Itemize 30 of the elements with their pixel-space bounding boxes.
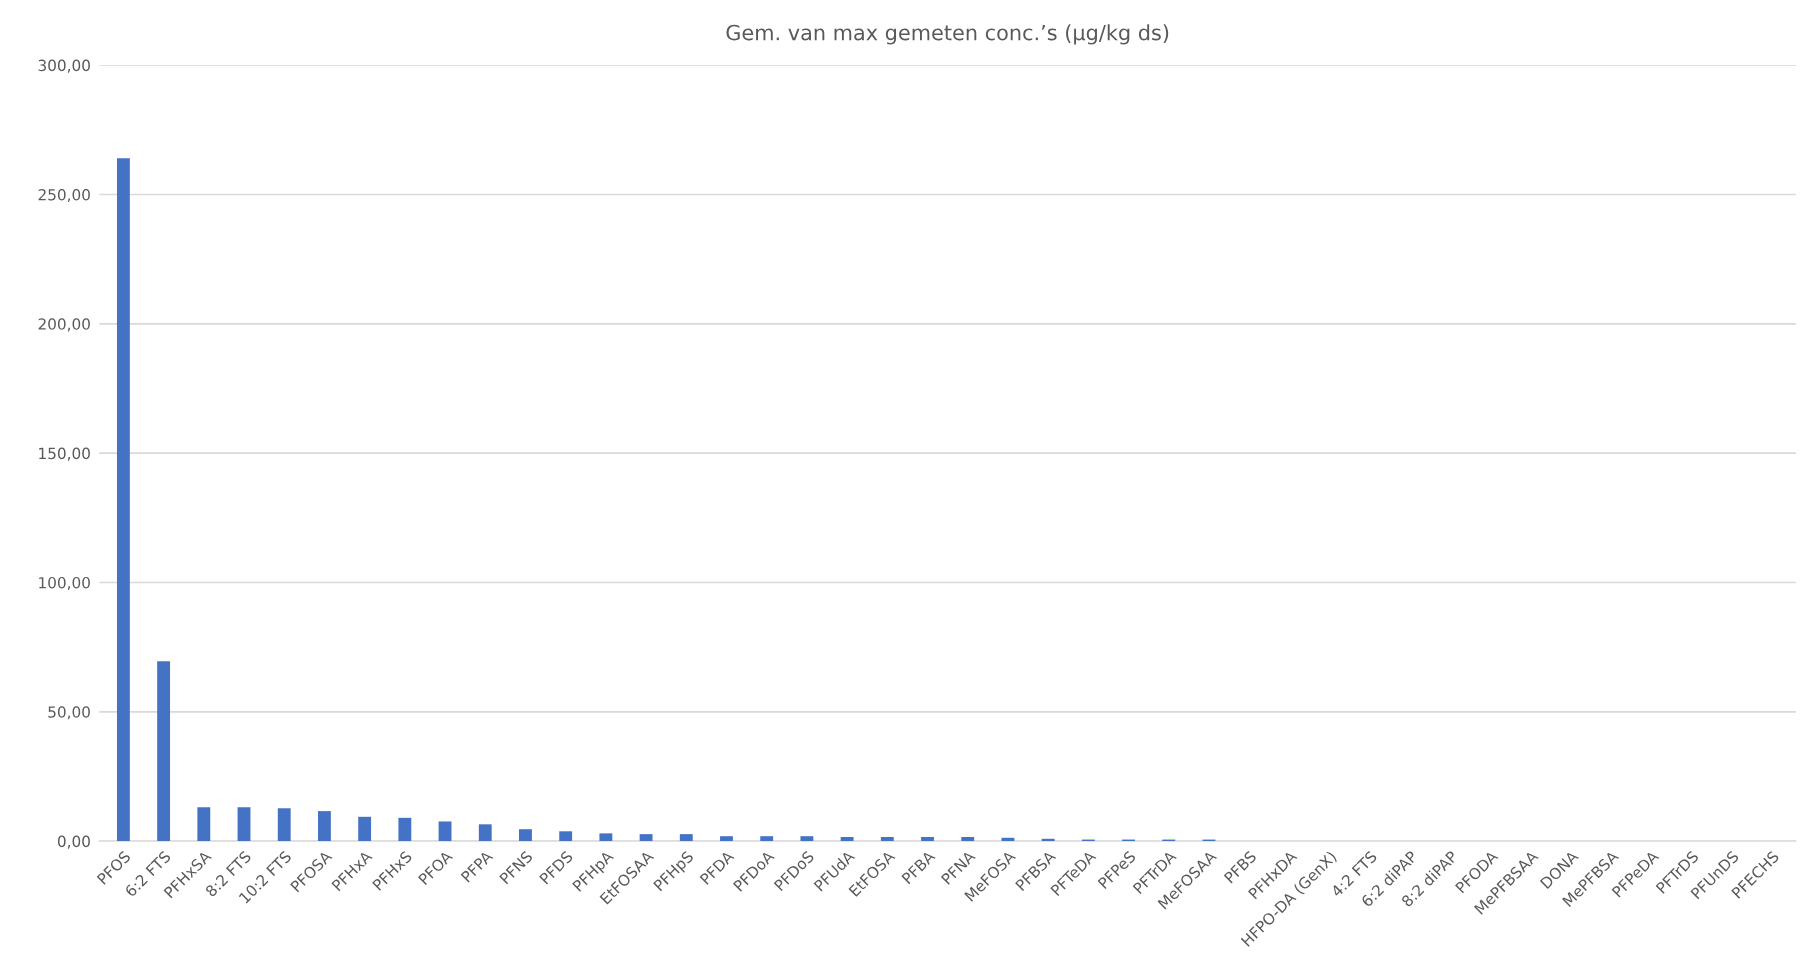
bar [438, 821, 452, 842]
bar [116, 158, 130, 842]
bar [559, 831, 573, 842]
bar [157, 661, 171, 842]
bar [760, 836, 774, 842]
bar [318, 811, 331, 842]
bar [840, 836, 854, 842]
bar [961, 836, 975, 842]
y-tick-label: 300,00 [38, 59, 90, 73]
bar [478, 824, 492, 842]
bar [639, 834, 653, 842]
bar [599, 833, 613, 842]
bar [197, 807, 211, 842]
y-tick-label: 0,00 [57, 835, 90, 849]
bar [720, 836, 733, 842]
bar [277, 808, 291, 842]
y-tick-label: 250,00 [38, 188, 90, 203]
bar [358, 816, 372, 842]
bar [679, 834, 693, 842]
y-tick-label: 150,00 [39, 447, 90, 461]
bar [398, 817, 412, 842]
bar [237, 807, 251, 842]
chart-title: Gem. van max gemeten conc.’s (µg/kg ds) [726, 24, 1169, 45]
y-tick-label: 50,00 [48, 706, 90, 720]
y-tick-label: 200,00 [38, 318, 90, 332]
bar [921, 836, 934, 842]
bar [519, 829, 532, 842]
bar [880, 836, 894, 842]
bar [800, 836, 814, 842]
y-tick-label: 100,00 [39, 576, 90, 591]
